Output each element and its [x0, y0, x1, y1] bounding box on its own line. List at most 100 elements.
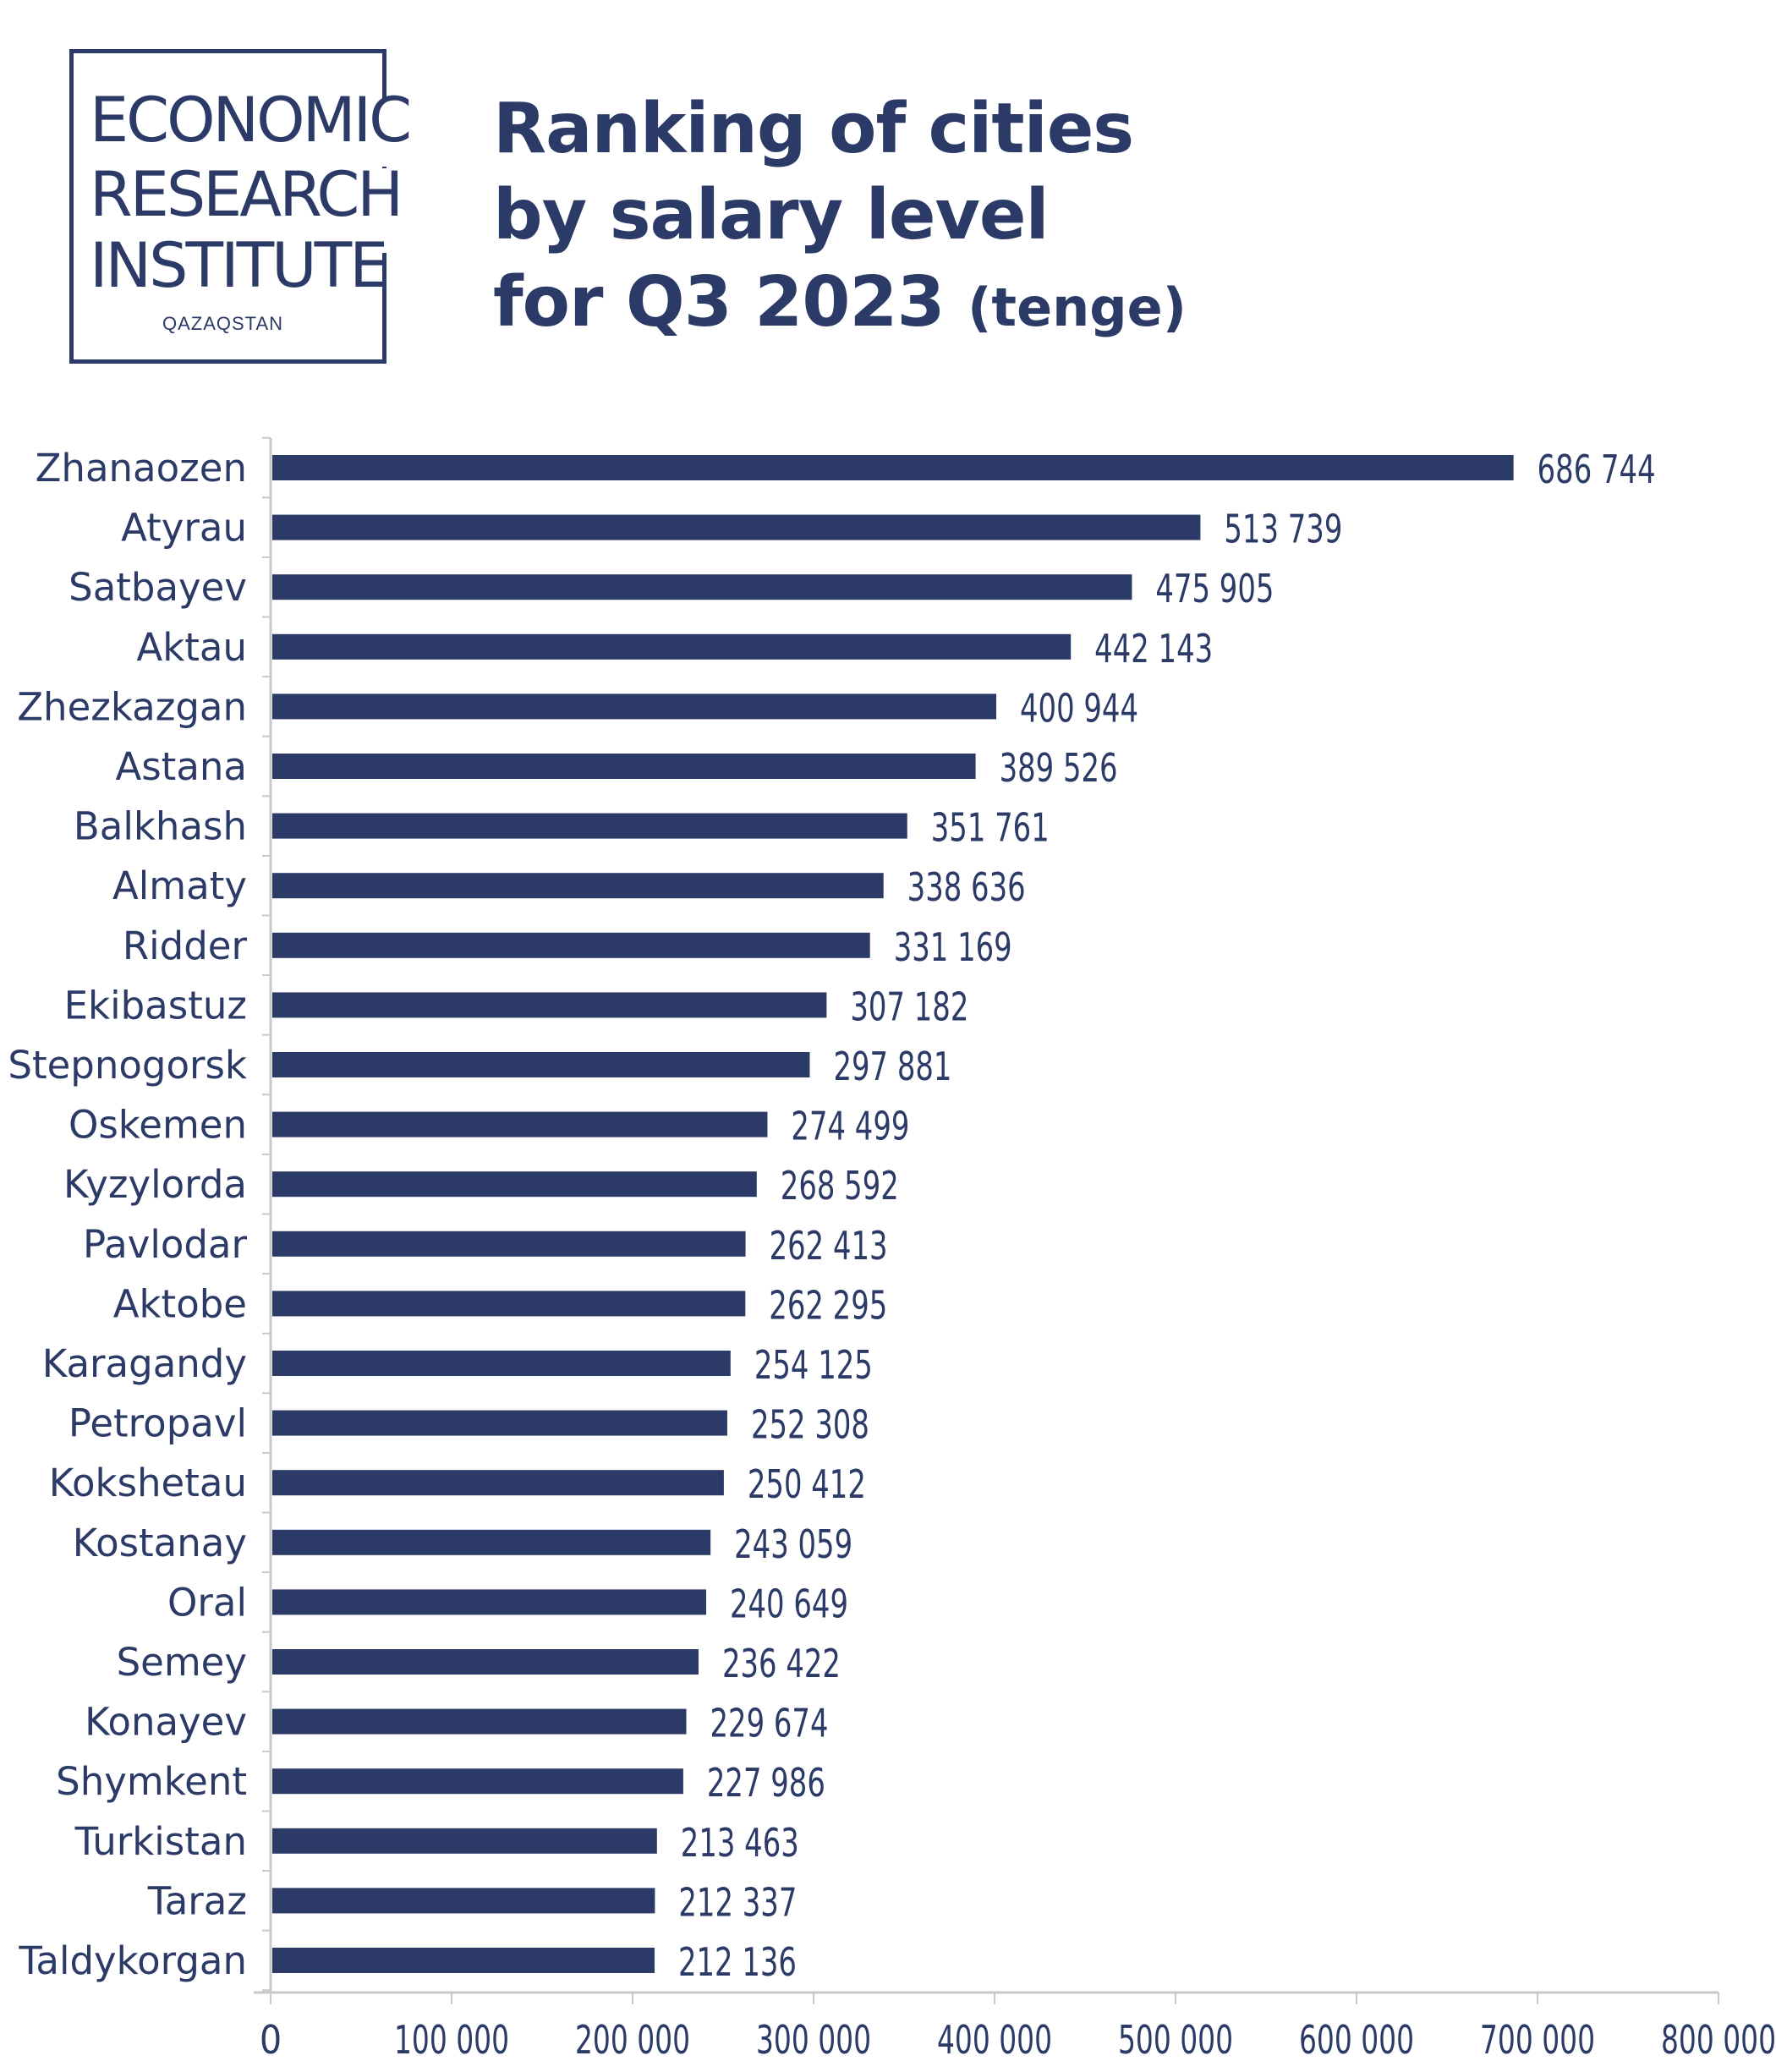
category-label: Stepnogorsk	[8, 1043, 247, 1088]
bar	[272, 1291, 746, 1317]
category-label: Turkistan	[74, 1819, 247, 1864]
x-tick-label: 0	[260, 2017, 282, 2063]
category-label: Ekibastuz	[64, 983, 247, 1028]
bar	[272, 1649, 699, 1675]
logo-text-qazaqstan: QAZAQSTAN	[162, 313, 284, 334]
data-label: 351 761	[931, 805, 1050, 851]
bar	[272, 1410, 727, 1436]
category-label: Shymkent	[56, 1759, 247, 1804]
bar	[272, 514, 1201, 540]
bar	[272, 1052, 810, 1077]
data-label: 475 905	[1155, 566, 1274, 611]
bar	[272, 873, 884, 899]
data-label: 274 499	[791, 1104, 909, 1149]
category-label: Taldykorgan	[18, 1938, 247, 1983]
bar	[272, 574, 1132, 600]
bar	[272, 1589, 706, 1615]
bar	[272, 932, 870, 958]
bar	[272, 1768, 683, 1795]
category-label: Semey	[117, 1640, 247, 1685]
category-label: Konayev	[85, 1700, 247, 1745]
category-label: Astana	[115, 744, 247, 789]
data-label: 240 649	[730, 1581, 848, 1626]
data-label: 227 986	[707, 1760, 825, 1806]
logo-frame-gap	[375, 101, 389, 167]
category-label: Atyrau	[121, 506, 247, 551]
category-label: Zhezkazgan	[17, 684, 247, 729]
bar	[272, 693, 997, 720]
bar	[272, 633, 1072, 660]
x-tick-label: 300 000	[756, 2017, 871, 2063]
bar	[272, 1948, 655, 1973]
data-label: 236 422	[722, 1641, 841, 1686]
category-label: Karagandy	[42, 1341, 247, 1386]
category-label: Pavlodar	[83, 1222, 247, 1267]
chart-title-period: for Q3 2023	[493, 262, 946, 343]
category-label: Petropavl	[69, 1401, 247, 1446]
category-label: Kostanay	[73, 1521, 247, 1565]
data-label: 338 636	[907, 864, 1026, 910]
category-label: Zhanaozen	[36, 446, 247, 491]
logo-frame	[69, 49, 389, 364]
category-label: Aktau	[136, 625, 247, 670]
bar	[272, 1708, 687, 1735]
bar	[272, 1828, 657, 1854]
bar	[272, 1888, 655, 1914]
bar	[272, 1171, 757, 1198]
data-label: 262 295	[769, 1282, 887, 1328]
bar	[272, 1231, 746, 1257]
data-label: 212 136	[678, 1939, 797, 1985]
category-label: Kyzylorda	[63, 1162, 247, 1207]
data-label: 262 413	[770, 1223, 888, 1269]
data-label: 389 526	[1000, 745, 1118, 791]
chart-title-unit: (tenge)	[967, 277, 1187, 338]
chart-title-line-2: by salary level	[493, 175, 1050, 255]
x-tick-label: 700 000	[1480, 2017, 1595, 2063]
category-label: Aktobe	[113, 1281, 247, 1326]
data-label: 252 308	[751, 1402, 869, 1448]
x-tick-label: 100 000	[394, 2017, 509, 2063]
chart-title-line-1: Ranking of cities	[493, 89, 1134, 169]
category-label: Oral	[167, 1580, 247, 1625]
data-label: 268 592	[781, 1163, 899, 1209]
logo-frame-gap-2	[375, 168, 389, 253]
x-tick-label: 600 000	[1299, 2017, 1414, 2063]
bar	[272, 1351, 731, 1376]
data-label: 307 182	[850, 984, 968, 1029]
data-label: 686 744	[1538, 447, 1656, 492]
x-tick-label: 800 000	[1661, 2017, 1776, 2063]
data-label: 243 059	[734, 1521, 852, 1567]
data-label: 331 169	[894, 924, 1012, 970]
category-label: Taraz	[147, 1878, 247, 1923]
logo-text-research: RESEARCH	[90, 159, 403, 231]
bar	[272, 1470, 724, 1496]
category-label: Balkhash	[74, 804, 247, 849]
logo-text-economic: ECONOMIC	[90, 85, 412, 156]
category-label: Almaty	[112, 863, 247, 908]
data-label: 297 881	[833, 1044, 951, 1089]
x-tick-label: 500 000	[1118, 2017, 1233, 2063]
data-label: 229 674	[710, 1701, 829, 1746]
category-label: Satbayev	[69, 565, 247, 610]
category-label: Ridder	[123, 924, 248, 968]
logo-text-institute: INSTITUTE	[90, 230, 388, 302]
data-label: 254 125	[754, 1342, 873, 1388]
x-tick-label: 200 000	[575, 2017, 690, 2063]
data-label: 213 463	[681, 1820, 799, 1866]
category-label: Kokshetau	[49, 1461, 247, 1505]
data-label: 400 944	[1020, 685, 1138, 731]
bar	[272, 1111, 768, 1137]
x-tick-label: 400 000	[937, 2017, 1052, 2063]
category-label: Oskemen	[69, 1103, 247, 1148]
bar	[272, 1529, 711, 1555]
data-label: 250 412	[748, 1461, 866, 1507]
bar	[272, 813, 907, 839]
data-label: 442 143	[1094, 626, 1213, 671]
data-label: 513 739	[1224, 507, 1342, 552]
bar	[272, 992, 827, 1018]
bar	[272, 455, 1514, 480]
bar	[272, 754, 976, 779]
data-label: 212 337	[678, 1879, 797, 1925]
chart-title-line-3: for Q3 2023 (tenge)	[493, 262, 1187, 343]
